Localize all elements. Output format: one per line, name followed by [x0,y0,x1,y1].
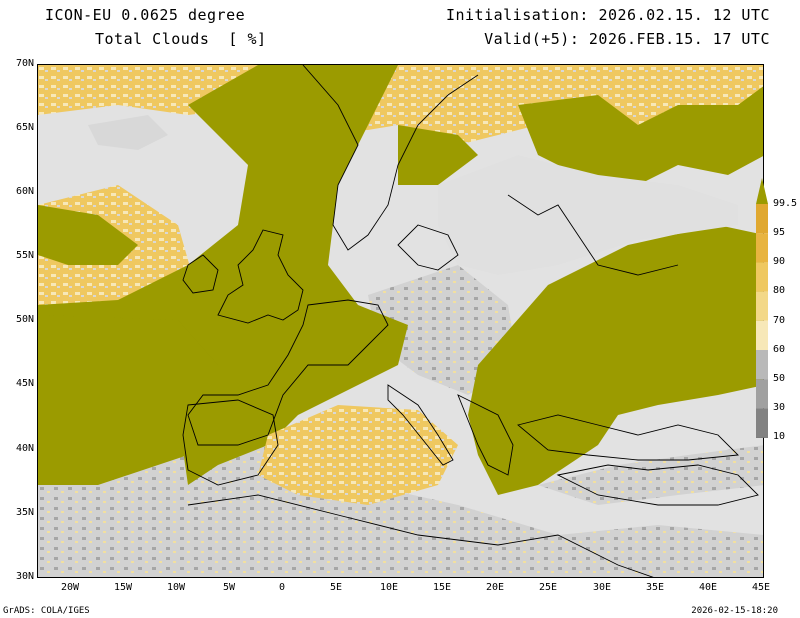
lat-tick-30n: 30N [15,571,34,582]
lat-tick-35n: 35N [15,507,34,518]
overcast-north-russia [518,86,763,185]
color-legend [756,178,768,438]
legend-swatch-7 [756,408,768,438]
lon-tick-20e: 20E [485,582,505,593]
lat-tick-45n: 45N [15,378,34,389]
lon-tick-10e: 10E [379,582,399,593]
init-time: Initialisation: 2026.02.15. 12 UTC [445,6,770,24]
legend-swatch-4 [756,320,768,350]
legend-label-50: 50 [773,373,786,384]
overcast-scandinavia [398,125,478,185]
lat-tick-65n: 65N [15,122,34,133]
lat-tick-40n: 40N [15,443,34,454]
legend-swatch-5 [756,350,768,380]
footer-timestamp: 2026-02-15-18:20 [691,606,778,616]
lon-tick-5e: 5E [329,582,343,593]
iceland-clear [88,115,168,150]
lon-tick-30e: 30E [592,582,612,593]
partial-cloud-turkey [538,445,763,505]
lon-tick-45e: 45E [751,582,771,593]
lon-tick-0: 0 [278,582,286,593]
legend-label-80: 80 [773,285,786,296]
lon-tick-20w: 20W [60,582,80,593]
legend-label-90: 90 [773,256,786,267]
map-canvas [38,65,763,577]
legend-swatch-6 [756,379,768,409]
coastlines [182,65,759,577]
lon-tick-40e: 40E [698,582,718,593]
lon-tick-5w: 5W [222,582,236,593]
legend-swatch-1 [756,233,768,263]
lat-tick-70n: 70N [15,58,34,69]
legend-label-30: 30 [773,402,786,413]
lon-tick-15e: 15E [432,582,452,593]
lon-tick-10w: 10W [166,582,186,593]
legend-label-99-5: 99.5 [773,198,798,209]
cloud-cover-map [37,64,764,578]
legend-swatch-2 [756,262,768,292]
lon-tick-35e: 35E [645,582,665,593]
overcast-eastern-europe [468,225,763,495]
partial-cloud-med [258,405,458,505]
model-title: ICON-EU 0.0625 degree [45,6,246,24]
overcast-atlantic-west [38,205,138,265]
variable-title: Total Clouds [ %] [95,30,267,48]
lat-tick-50n: 50N [15,314,34,325]
clear-baltic [438,155,738,275]
overcast-iberia-atlantic [38,315,238,485]
legend-swatch-3 [756,291,768,321]
valid-time: Valid(+5): 2026.FEB.15. 17 UTC [484,30,770,48]
legend-label-60: 60 [773,344,786,355]
legend-label-70: 70 [773,315,786,326]
lat-tick-55n: 55N [15,250,34,261]
legend-swatch-0 [756,204,768,234]
overcast-west-europe [38,65,408,485]
legend-arrow [756,178,768,204]
lon-tick-25e: 25E [538,582,558,593]
footer-grads: GrADS: COLA/IGES [3,606,90,616]
legend-label-95: 95 [773,227,786,238]
lat-tick-60n: 60N [15,186,34,197]
lon-tick-15w: 15W [113,582,133,593]
legend-label-10: 10 [773,431,786,442]
